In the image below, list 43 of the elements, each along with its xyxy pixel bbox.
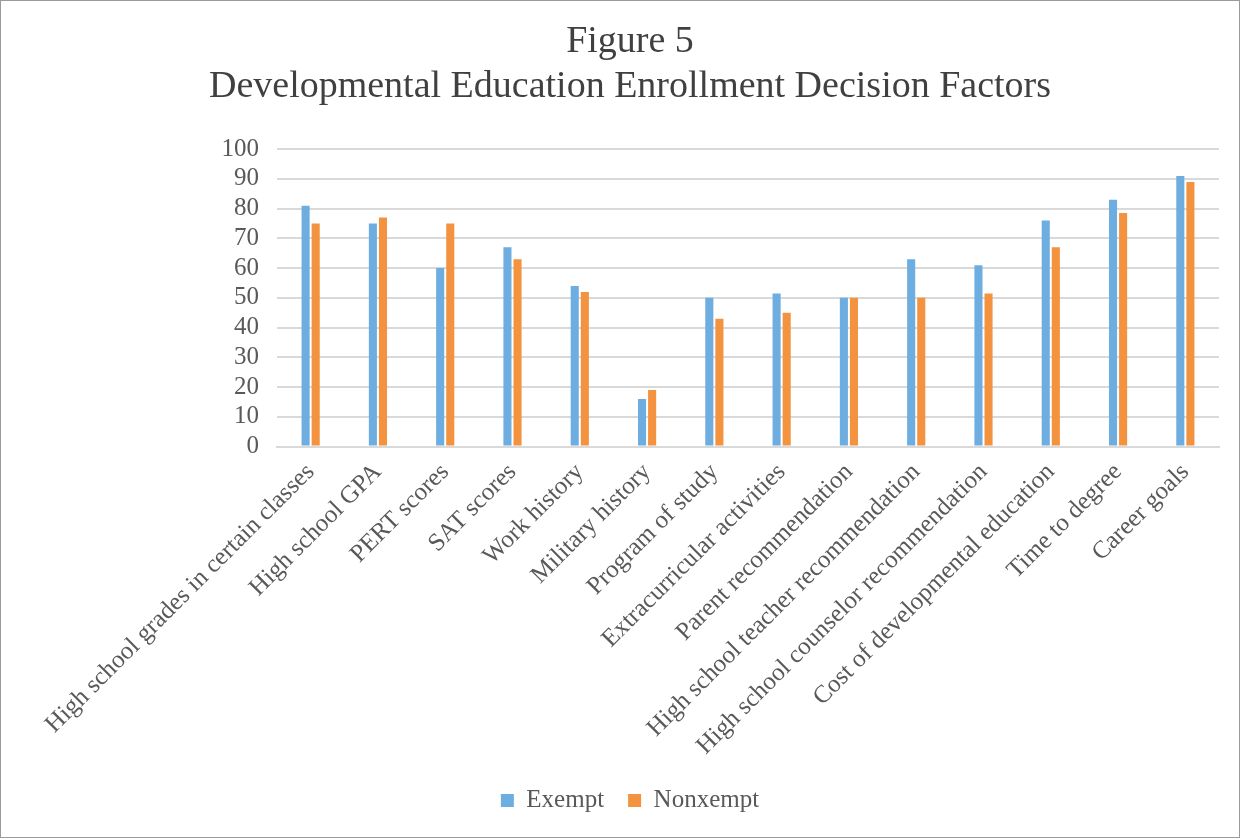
bar (715, 318, 724, 446)
bar (570, 285, 579, 446)
y-tick-label: 80 (234, 193, 259, 221)
bar (849, 297, 859, 446)
bar (705, 297, 714, 446)
y-tick-label: 30 (234, 341, 259, 369)
y-tick-label: 10 (234, 401, 259, 429)
bar (436, 268, 445, 446)
bar (637, 398, 647, 446)
bar (917, 297, 926, 446)
chart-subtitle: Developmental Education Enrollment Decision Factors (208, 63, 1052, 106)
y-tick-label: 0 (246, 431, 259, 459)
legend-label: Nonxempt (653, 785, 760, 813)
y-tick-label: 40 (234, 312, 259, 340)
bar (648, 390, 657, 446)
bar (311, 223, 320, 446)
y-tick-label: 90 (234, 163, 259, 191)
bar (503, 247, 512, 446)
bar (580, 291, 589, 446)
bar (782, 312, 791, 446)
bar (1176, 175, 1185, 446)
bar (1186, 181, 1195, 446)
y-tick-label: 70 (234, 222, 259, 250)
y-tick-label: 60 (234, 252, 259, 280)
y-tick-label: 100 (221, 133, 259, 161)
bar (1108, 199, 1118, 446)
bar (1119, 213, 1128, 446)
bar (513, 259, 522, 446)
bar (772, 293, 781, 446)
bar (974, 265, 983, 446)
bar (446, 223, 455, 446)
chart-title: Figure 5 (566, 17, 694, 60)
bar (368, 223, 377, 446)
bar (984, 293, 993, 446)
y-tick-label: 20 (234, 371, 259, 399)
bar (378, 217, 388, 446)
y-tick-label: 50 (234, 282, 259, 310)
bar (301, 205, 310, 446)
bar (1051, 247, 1060, 446)
bar (839, 297, 848, 446)
legend-label: Exempt (526, 785, 605, 813)
bar (907, 259, 916, 446)
bar (1041, 220, 1050, 446)
